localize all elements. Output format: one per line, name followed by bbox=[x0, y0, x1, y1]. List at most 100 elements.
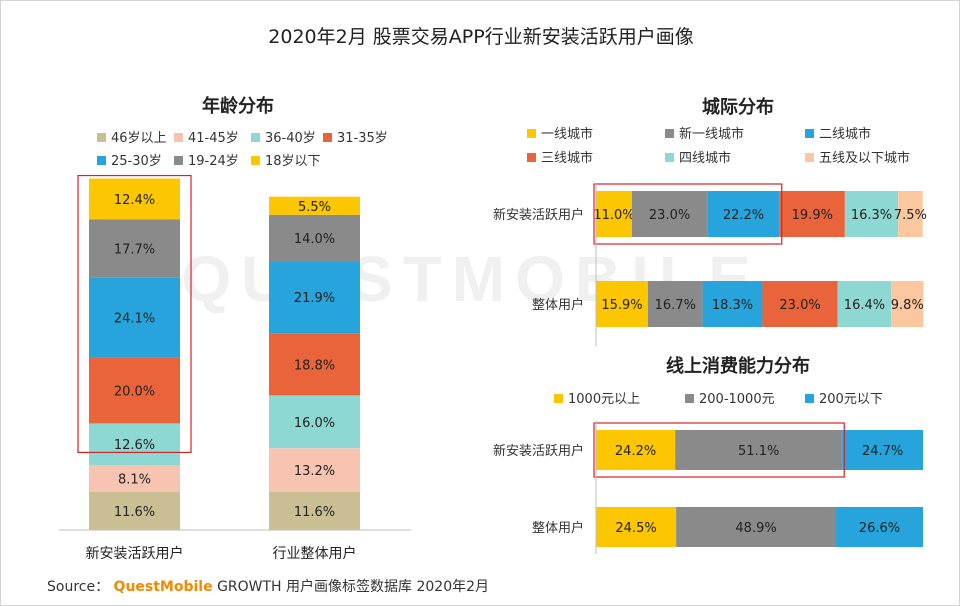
bar-segment bbox=[676, 507, 837, 547]
age-distribution-chart: 年龄分布 46岁以上 41-45岁 36-40岁 31-35岁 25-30岁 19-24岁 1… bbox=[59, 95, 411, 562]
data-label: 24.7% bbox=[862, 444, 903, 459]
data-label: 16.3% bbox=[851, 208, 892, 223]
x-tick-label: 行业整体用户 bbox=[273, 545, 357, 562]
bar-segment bbox=[89, 423, 180, 465]
bar-segment bbox=[269, 333, 360, 396]
data-label: 18.3% bbox=[712, 298, 753, 313]
legend-swatch bbox=[251, 133, 260, 142]
y-tick-label: 新安装活跃用户 bbox=[493, 207, 584, 223]
legend-swatch bbox=[527, 129, 536, 138]
legend-swatch bbox=[251, 156, 260, 165]
bar-segment bbox=[596, 191, 632, 237]
bar-segment bbox=[837, 281, 892, 327]
source-text: GROWTH 用户画像标签数据库 2020年2月 bbox=[217, 579, 490, 595]
data-label: 11.0% bbox=[593, 208, 634, 223]
bar-segment bbox=[89, 178, 180, 220]
data-label: 5.5% bbox=[298, 200, 331, 215]
bar-segment bbox=[89, 219, 180, 278]
legend-swatch bbox=[174, 156, 183, 165]
y-tick-label: 整体用户 bbox=[532, 297, 584, 313]
legend-swatch bbox=[323, 133, 332, 142]
highlight-box bbox=[593, 183, 783, 245]
bar-segment bbox=[631, 191, 708, 237]
bar-segment bbox=[702, 281, 763, 327]
data-label: 11.6% bbox=[114, 505, 155, 520]
bar-segment bbox=[269, 214, 360, 262]
legend-swatch bbox=[805, 153, 814, 162]
page-title: 2020年2月 股票交易APP行业新安装活跃用户画像 bbox=[268, 26, 693, 48]
bar-segment bbox=[891, 281, 924, 327]
source-brand: QuestMobile bbox=[113, 579, 213, 595]
bar-segment bbox=[647, 281, 703, 327]
legend-swatch bbox=[665, 129, 674, 138]
source-label: Source： bbox=[47, 579, 110, 595]
data-label: 19.9% bbox=[792, 208, 833, 223]
bar-segment bbox=[596, 430, 676, 470]
data-label: 23.0% bbox=[649, 208, 690, 223]
bar-segment bbox=[675, 430, 843, 470]
legend-label: 新一线城市 bbox=[679, 126, 744, 142]
legend-label: 200-1000元 bbox=[699, 392, 775, 407]
bar-segment bbox=[269, 196, 360, 215]
y-tick-label: 整体用户 bbox=[532, 520, 584, 536]
data-label: 14.0% bbox=[294, 232, 335, 247]
highlight-box bbox=[77, 174, 192, 454]
legend-swatch bbox=[685, 394, 694, 403]
data-label: 9.8% bbox=[891, 298, 924, 313]
source-note: Source： QuestMobile GROWTH 用户画像标签数据库 202… bbox=[47, 576, 489, 596]
bar-segment bbox=[596, 281, 648, 327]
data-label: 51.1% bbox=[738, 444, 779, 459]
bar-segment bbox=[842, 430, 923, 470]
y-tick-label: 新安装活跃用户 bbox=[493, 443, 584, 459]
data-label: 18.8% bbox=[294, 358, 335, 373]
legend-label: 二线城市 bbox=[819, 126, 871, 142]
legend-label: 1000元以上 bbox=[568, 392, 640, 407]
chart-title: 年龄分布 bbox=[202, 95, 274, 117]
data-label: 7.5% bbox=[894, 208, 927, 223]
data-label: 22.2% bbox=[723, 208, 764, 223]
legend-swatch bbox=[174, 133, 183, 142]
legend-label: 46岁以上 bbox=[111, 131, 167, 146]
legend-label: 四线城市 bbox=[679, 150, 731, 166]
highlight-box bbox=[593, 422, 845, 478]
bar-segment bbox=[89, 277, 180, 358]
legend-label: 一线城市 bbox=[541, 126, 593, 142]
legend-swatch bbox=[805, 129, 814, 138]
data-label: 16.0% bbox=[294, 416, 335, 431]
data-label: 21.9% bbox=[294, 291, 335, 306]
legend-label: 41-45岁 bbox=[188, 131, 239, 146]
chart-title: 城际分布 bbox=[702, 96, 774, 118]
legend-label: 25-30岁 bbox=[111, 154, 162, 169]
legend-swatch bbox=[805, 394, 814, 403]
legend-label: 19-24岁 bbox=[188, 154, 239, 169]
data-label: 12.4% bbox=[114, 193, 155, 208]
data-label: 24.5% bbox=[615, 521, 656, 536]
data-label: 20.0% bbox=[114, 384, 155, 399]
data-label: 24.2% bbox=[615, 444, 656, 459]
legend-swatch bbox=[97, 133, 106, 142]
data-label: 24.1% bbox=[114, 312, 155, 327]
data-label: 17.7% bbox=[114, 243, 155, 258]
bar-segment bbox=[836, 507, 923, 547]
data-label: 13.2% bbox=[294, 464, 335, 479]
bar-segment bbox=[269, 395, 360, 449]
bar-segment bbox=[89, 357, 180, 424]
bar-segment bbox=[269, 491, 360, 530]
legend-label: 200元以下 bbox=[819, 392, 883, 407]
x-tick-label: 新安装活跃用户 bbox=[86, 545, 184, 562]
data-label: 16.7% bbox=[655, 298, 696, 313]
bar-segment bbox=[89, 464, 180, 492]
bar-segment bbox=[762, 281, 838, 327]
data-label: 15.9% bbox=[601, 298, 642, 313]
bar-segment bbox=[89, 491, 180, 530]
legend-label: 18岁以下 bbox=[265, 154, 321, 169]
data-label: 11.6% bbox=[294, 505, 335, 520]
data-label: 16.4% bbox=[844, 298, 885, 313]
bar-segment bbox=[269, 448, 360, 492]
bar-segment bbox=[898, 191, 923, 237]
bar-segment bbox=[844, 191, 899, 237]
data-label: 26.6% bbox=[859, 521, 900, 536]
